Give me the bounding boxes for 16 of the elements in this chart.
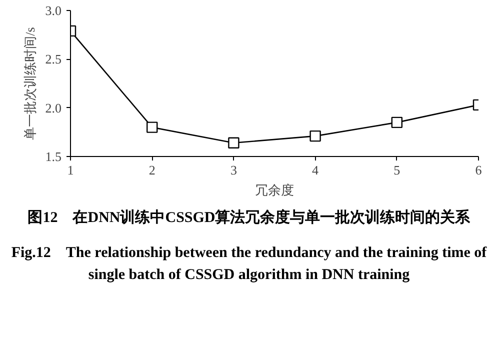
caption: Fig.12 The relationship between the redundancy and the training time of single batch of CSSGD algorithm in DNN training bbox=[10, 244, 488, 285]
caption: 图12 在DNN训练中CSSGD算法冗余度与单一批次训练时间的关系 bbox=[28, 208, 470, 228]
y-tick-label: 3.0 bbox=[45, 3, 62, 18]
y-tick-label: 2.0 bbox=[45, 100, 62, 116]
y-tick-label: 1.5 bbox=[45, 149, 62, 164]
y-tick-label: 2.5 bbox=[45, 52, 62, 67]
point bbox=[310, 130, 321, 142]
x-tick-label: 4 bbox=[312, 162, 320, 178]
x-axis-title: 冗余度 bbox=[255, 182, 294, 198]
x-tick-label: 1 bbox=[67, 162, 74, 178]
x-tick-label: 3 bbox=[230, 162, 237, 178]
x-tick-label: 2 bbox=[148, 162, 156, 178]
x-tick-label: 5 bbox=[394, 162, 400, 178]
x-tick-label: 6 bbox=[475, 162, 482, 178]
y-axis-title: 单一批次训练时间/s bbox=[22, 27, 38, 140]
point bbox=[228, 137, 240, 148]
